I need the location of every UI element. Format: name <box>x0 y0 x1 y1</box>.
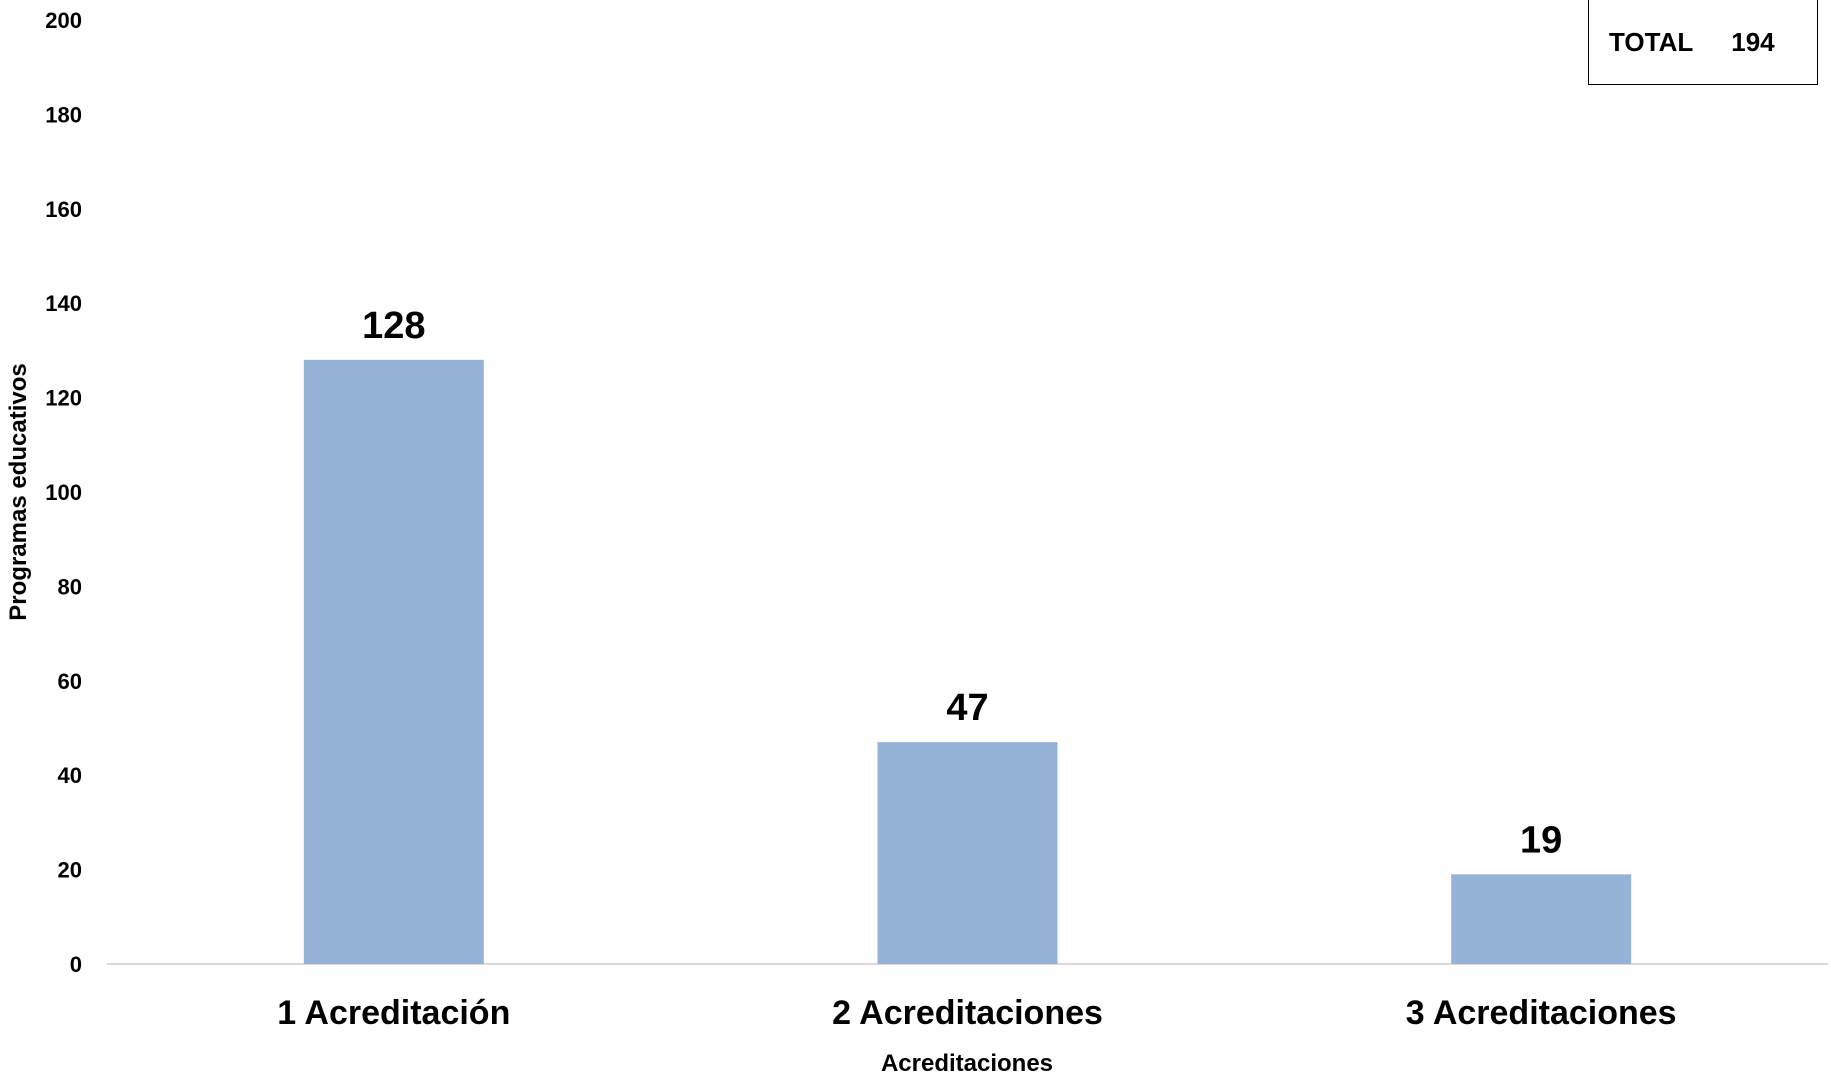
bars <box>303 359 1632 965</box>
y-tick-label: 80 <box>58 574 82 599</box>
category-labels: 1 Acreditación 2 Acreditaciones 3 Acredita… <box>277 994 1676 1032</box>
bar-value-label: 128 <box>362 305 425 347</box>
bar-value-label: 19 <box>1520 819 1562 861</box>
category-label: 2 Acreditaciones <box>832 994 1103 1032</box>
y-tick-label: 40 <box>58 763 82 788</box>
y-tick-label: 20 <box>58 858 82 883</box>
y-axis-ticks: 0 20 40 60 80 100 120 140 160 180 200 <box>45 8 82 977</box>
y-axis-title: Programas educativos <box>5 363 32 620</box>
y-tick-label: 120 <box>45 386 82 411</box>
bar <box>303 359 484 965</box>
bar <box>1451 874 1632 964</box>
category-label: 1 Acreditación <box>277 994 510 1032</box>
y-tick-label: 100 <box>45 480 82 505</box>
total-value: 194 <box>1731 26 1775 57</box>
y-tick-label: 140 <box>45 291 82 316</box>
data-labels: 128 47 19 <box>362 305 1562 861</box>
y-tick-label: 160 <box>45 197 82 222</box>
bar-value-label: 47 <box>946 687 988 729</box>
y-tick-label: 180 <box>45 102 82 127</box>
total-box: TOTAL 194 <box>1588 0 1818 85</box>
total-label: TOTAL <box>1609 26 1694 57</box>
bar <box>877 742 1058 964</box>
y-tick-label: 200 <box>45 8 82 33</box>
x-axis-title: Acreditaciones <box>881 1050 1053 1075</box>
category-label: 3 Acreditaciones <box>1406 994 1677 1032</box>
y-tick-label: 0 <box>70 952 82 977</box>
y-tick-label: 60 <box>58 669 82 694</box>
